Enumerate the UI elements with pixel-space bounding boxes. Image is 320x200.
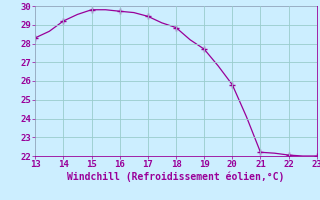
X-axis label: Windchill (Refroidissement éolien,°C): Windchill (Refroidissement éolien,°C) — [67, 172, 285, 182]
